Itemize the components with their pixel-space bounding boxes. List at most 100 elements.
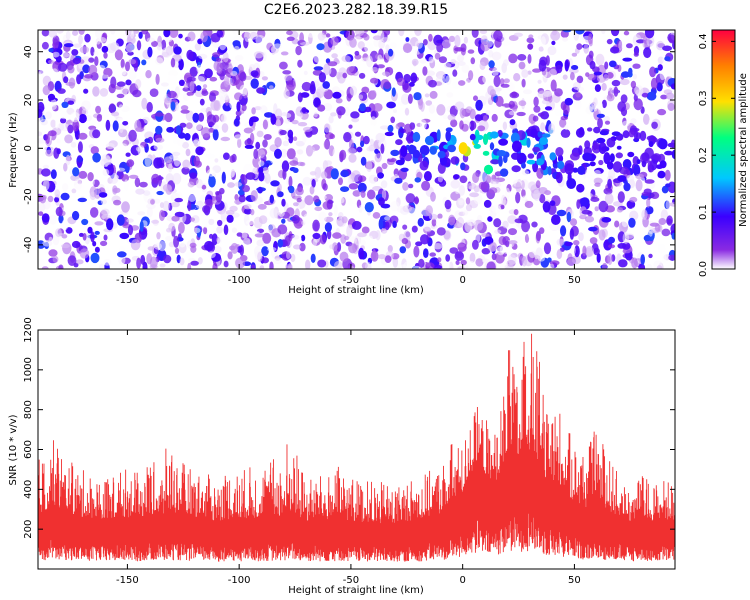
- heatmap-cell: [142, 261, 148, 269]
- heatmap-cell: [456, 217, 465, 228]
- heatmap-cell: [78, 232, 84, 237]
- heatmap-cell: [562, 30, 572, 33]
- heatmap-cell: [50, 68, 59, 80]
- heatmap-cell: [389, 215, 399, 225]
- heatmap-cell: [499, 168, 509, 177]
- heatmap-cell: [218, 38, 227, 51]
- heatmap-cell: [587, 174, 595, 186]
- heatmap-cell: [139, 220, 144, 232]
- heatmap-cell: [233, 118, 240, 127]
- heatmap-cell: [318, 72, 326, 83]
- heatmap-cell: [466, 84, 472, 91]
- heatmap-cell: [125, 30, 132, 37]
- heatmap-cell: [332, 91, 342, 99]
- heatmap-cell: [470, 57, 476, 65]
- heatmap-cell: [430, 191, 436, 202]
- heatmap-cell: [112, 185, 118, 195]
- heatmap-cell: [620, 94, 628, 104]
- heatmap-cell: [589, 237, 598, 245]
- heatmap-cell: [215, 191, 222, 203]
- heatmap-cell: [433, 243, 443, 250]
- heatmap-cell: [282, 140, 290, 147]
- heatmap-cell: [635, 173, 645, 180]
- heatmap-cell: [370, 116, 377, 127]
- heatmap-cell: [168, 69, 179, 77]
- heatmap-cell: [658, 218, 667, 225]
- heatmap-cell: [231, 227, 238, 233]
- heatmap-cell: [403, 123, 413, 135]
- heatmap-cell: [121, 66, 127, 76]
- heatmap-cell: [408, 112, 418, 123]
- heatmap-cell: [508, 53, 518, 64]
- heatmap-cell: [253, 51, 264, 59]
- heatmap-cell: [436, 227, 446, 236]
- heatmap-cell: [537, 112, 545, 117]
- heatmap-cell: [377, 172, 384, 179]
- heatmap-cell: [185, 122, 193, 129]
- top-y-tick-label: 40: [23, 45, 34, 58]
- heatmap-cell: [49, 214, 57, 225]
- heatmap-cell: [349, 37, 357, 48]
- heatmap-cell: [103, 52, 108, 59]
- heatmap-cell: [582, 245, 587, 257]
- heatmap-cell: [641, 92, 649, 98]
- heatmap-cell: [261, 257, 270, 264]
- heatmap-cell: [48, 249, 58, 257]
- heatmap-cell: [635, 179, 643, 192]
- heatmap-cell: [615, 152, 623, 159]
- heatmap-cell: [496, 150, 507, 157]
- heatmap-cell: [55, 118, 60, 129]
- heatmap-cell: [490, 159, 500, 165]
- heatmap-cell: [40, 118, 48, 126]
- bottom-y-tick-label: 1000: [23, 357, 34, 382]
- heatmap-cell: [162, 200, 170, 212]
- heatmap-cell: [227, 182, 235, 188]
- heatmap-cell: [457, 61, 466, 66]
- heatmap-cell: [153, 198, 161, 204]
- heatmap-cell: [230, 169, 236, 178]
- heatmap-cell: [564, 124, 569, 131]
- heatmap-cell: [368, 235, 374, 244]
- heatmap-cell: [296, 149, 304, 155]
- heatmap-cell: [527, 228, 533, 240]
- heatmap-cell: [312, 134, 323, 140]
- heatmap-cell: [258, 171, 265, 182]
- heatmap-cell: [402, 82, 412, 93]
- heatmap-cell: [357, 232, 367, 238]
- heatmap-cell: [307, 32, 316, 38]
- heatmap-cell: [514, 218, 524, 224]
- heatmap-cell: [357, 41, 365, 50]
- heatmap-cell: [640, 254, 645, 265]
- heatmap-cell: [202, 84, 208, 89]
- heatmap-cell: [180, 109, 190, 114]
- heatmap-cell: [483, 164, 494, 175]
- heatmap-cell: [509, 119, 516, 126]
- heatmap-cell: [303, 213, 311, 225]
- heatmap-cell: [48, 59, 54, 64]
- heatmap-cell: [72, 210, 80, 221]
- heatmap-cell: [163, 30, 171, 38]
- heatmap-cell: [251, 264, 256, 269]
- heatmap-cell: [344, 106, 350, 117]
- heatmap-cell: [419, 119, 427, 130]
- heatmap-cell: [313, 195, 320, 203]
- heatmap-cell: [547, 257, 552, 263]
- heatmap-cell: [593, 177, 603, 185]
- heatmap-cell: [71, 240, 81, 249]
- heatmap-cell: [330, 36, 339, 46]
- heatmap-cell: [645, 263, 653, 269]
- heatmap-cell: [299, 242, 306, 252]
- heatmap-cell: [314, 181, 320, 192]
- bottom-y-tick-label: 800: [23, 400, 34, 419]
- heatmap-cell: [596, 137, 606, 144]
- heatmap-cell: [573, 240, 580, 246]
- heatmap-cell: [594, 182, 602, 187]
- heatmap-cell: [670, 139, 675, 149]
- heatmap-cell: [237, 189, 245, 196]
- heatmap-cell: [227, 251, 233, 260]
- heatmap-cell: [198, 112, 205, 122]
- heatmap-cell: [622, 159, 632, 170]
- heatmap-cell: [400, 167, 409, 172]
- heatmap-cell: [151, 219, 160, 224]
- heatmap-cell: [625, 93, 634, 101]
